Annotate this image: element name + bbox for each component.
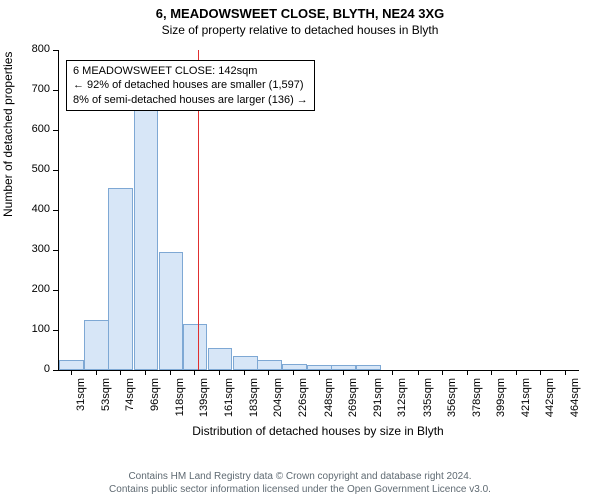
histogram-bar	[307, 365, 332, 370]
x-tick-label: 96sqm	[149, 378, 161, 418]
y-tick-mark	[53, 90, 58, 91]
histogram-bar	[233, 356, 258, 370]
x-tick-label: 464sqm	[569, 378, 581, 418]
x-tick-label: 421sqm	[520, 378, 532, 418]
x-tick-label: 161sqm	[223, 378, 235, 418]
histogram-bar	[208, 348, 233, 370]
x-tick-mark	[565, 370, 566, 375]
footer-line-1: Contains HM Land Registry data © Crown c…	[0, 471, 600, 484]
x-tick-label: 74sqm	[124, 378, 136, 418]
footer-line-2: Contains public sector information licen…	[0, 484, 600, 497]
x-tick-mark	[516, 370, 517, 375]
y-tick-label: 700	[10, 83, 50, 95]
info-box: 6 MEADOWSWEET CLOSE: 142sqm ← 92% of det…	[66, 60, 315, 111]
y-tick-mark	[53, 210, 58, 211]
histogram-bar	[59, 360, 84, 370]
x-tick-label: 31sqm	[75, 378, 87, 418]
info-line-3: 8% of semi-detached houses are larger (1…	[73, 93, 308, 107]
histogram-bar	[257, 360, 282, 370]
x-axis-label: Distribution of detached houses by size …	[58, 424, 578, 438]
x-tick-mark	[418, 370, 419, 375]
info-line-1: 6 MEADOWSWEET CLOSE: 142sqm	[73, 64, 308, 78]
histogram-bar	[134, 98, 159, 370]
x-tick-mark	[96, 370, 97, 375]
x-tick-label: 139sqm	[198, 378, 210, 418]
x-tick-mark	[244, 370, 245, 375]
histogram-bar	[356, 365, 381, 370]
x-tick-label: 118sqm	[174, 378, 186, 418]
x-tick-label: 356sqm	[446, 378, 458, 418]
y-tick-mark	[53, 130, 58, 131]
y-tick-label: 400	[10, 203, 50, 215]
x-tick-label: 248sqm	[323, 378, 335, 418]
x-tick-label: 204sqm	[272, 378, 284, 418]
x-tick-mark	[194, 370, 195, 375]
x-tick-mark	[392, 370, 393, 375]
x-tick-mark	[442, 370, 443, 375]
y-tick-label: 500	[10, 163, 50, 175]
y-tick-mark	[53, 170, 58, 171]
chart-container: Number of detached properties Distributi…	[0, 40, 600, 450]
y-tick-label: 300	[10, 243, 50, 255]
x-tick-mark	[219, 370, 220, 375]
x-tick-label: 399sqm	[495, 378, 507, 418]
y-tick-mark	[53, 370, 58, 371]
x-tick-mark	[491, 370, 492, 375]
y-tick-mark	[53, 250, 58, 251]
chart-title-sub: Size of property relative to detached ho…	[0, 21, 600, 37]
y-tick-mark	[53, 290, 58, 291]
x-tick-mark	[293, 370, 294, 375]
y-tick-label: 600	[10, 123, 50, 135]
y-tick-label: 0	[10, 363, 50, 375]
x-tick-label: 269sqm	[347, 378, 359, 418]
histogram-bar	[331, 365, 356, 370]
x-tick-mark	[540, 370, 541, 375]
x-tick-mark	[467, 370, 468, 375]
histogram-bar	[108, 188, 133, 370]
x-tick-mark	[268, 370, 269, 375]
info-line-2: ← 92% of detached houses are smaller (1,…	[73, 78, 308, 92]
x-tick-mark	[343, 370, 344, 375]
y-tick-mark	[53, 50, 58, 51]
x-tick-mark	[71, 370, 72, 375]
x-tick-mark	[120, 370, 121, 375]
y-tick-label: 100	[10, 323, 50, 335]
x-tick-label: 291sqm	[372, 378, 384, 418]
y-tick-mark	[53, 330, 58, 331]
x-tick-label: 335sqm	[422, 378, 434, 418]
x-tick-label: 226sqm	[297, 378, 309, 418]
histogram-bar	[84, 320, 109, 370]
histogram-bar	[159, 252, 184, 370]
x-tick-mark	[319, 370, 320, 375]
x-tick-label: 183sqm	[248, 378, 260, 418]
footer: Contains HM Land Registry data © Crown c…	[0, 471, 600, 496]
y-tick-label: 800	[10, 43, 50, 55]
histogram-bar	[282, 364, 307, 370]
y-tick-label: 200	[10, 283, 50, 295]
x-tick-label: 312sqm	[396, 378, 408, 418]
x-tick-label: 378sqm	[471, 378, 483, 418]
x-tick-mark	[368, 370, 369, 375]
histogram-bar	[183, 324, 208, 370]
x-tick-mark	[145, 370, 146, 375]
chart-title-main: 6, MEADOWSWEET CLOSE, BLYTH, NE24 3XG	[0, 0, 600, 21]
x-tick-label: 442sqm	[544, 378, 556, 418]
x-tick-label: 53sqm	[100, 378, 112, 418]
x-tick-mark	[170, 370, 171, 375]
